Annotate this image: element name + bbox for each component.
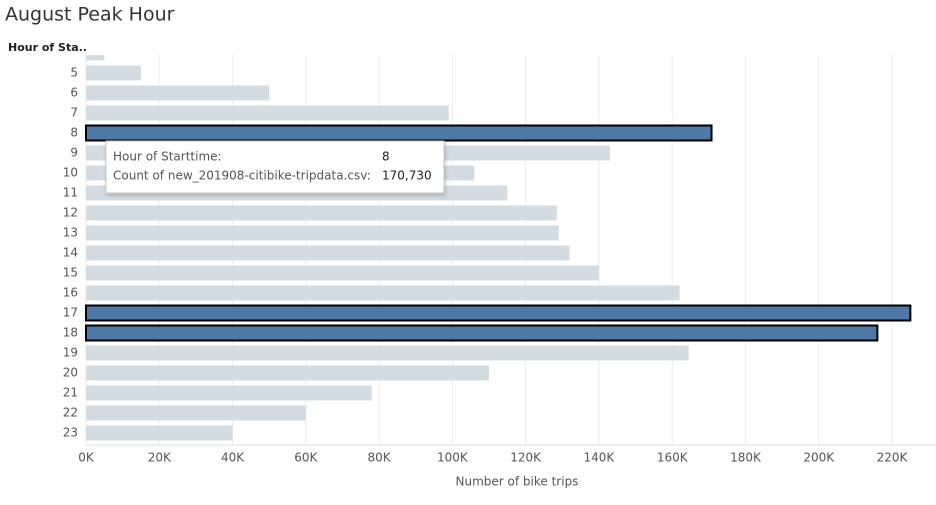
x-tick-label: 60K xyxy=(294,451,318,465)
bar xyxy=(86,265,599,281)
bar xyxy=(86,85,270,101)
bar xyxy=(85,124,713,142)
bar xyxy=(86,245,570,261)
y-tick-label: 20 xyxy=(63,366,78,380)
bar xyxy=(86,365,490,381)
bar xyxy=(85,304,912,322)
y-tick-label: 17 xyxy=(63,306,78,320)
bars xyxy=(85,55,912,441)
y-tick-label: 12 xyxy=(63,206,78,220)
bar xyxy=(86,385,372,401)
y-tick-label: 10 xyxy=(63,166,78,180)
y-header: Hour of Sta.. xyxy=(8,41,87,54)
x-tick-label: 100K xyxy=(437,451,469,465)
tooltip-box xyxy=(105,140,445,194)
tooltip-value: 170,730 xyxy=(382,169,432,183)
tooltip-label: Hour of Starttime: xyxy=(113,150,222,164)
y-tick-label: 18 xyxy=(63,326,78,340)
x-tick-label: 140K xyxy=(584,451,616,465)
x-tick-label: 160K xyxy=(657,451,689,465)
x-tick-label: 120K xyxy=(510,451,542,465)
x-tick-label: 20K xyxy=(148,451,172,465)
bar xyxy=(86,405,306,421)
x-axis-label: Number of bike trips xyxy=(456,475,579,489)
y-tick-label: 15 xyxy=(63,266,78,280)
y-tick-label: 11 xyxy=(63,186,78,200)
bar xyxy=(86,65,141,81)
y-tick-label: 5 xyxy=(70,66,78,80)
y-tick-label: 23 xyxy=(63,426,78,440)
bar xyxy=(86,345,689,361)
y-tick-label: 13 xyxy=(63,226,78,240)
x-tick-label: 180K xyxy=(730,451,762,465)
bar xyxy=(86,425,233,441)
y-tick-label: 21 xyxy=(63,386,78,400)
y-tick-label: 8 xyxy=(70,126,78,140)
y-tick-label: 7 xyxy=(70,106,78,120)
y-tick-label: 6 xyxy=(70,86,78,100)
x-tick-label: 0K xyxy=(78,451,95,465)
x-tick-label: 80K xyxy=(368,451,392,465)
bar xyxy=(85,324,879,342)
bar xyxy=(86,55,105,61)
x-tick-label: 220K xyxy=(877,451,909,465)
bar xyxy=(86,105,449,121)
tooltip-value: 8 xyxy=(382,150,390,164)
x-tick-label: 40K xyxy=(221,451,245,465)
bar xyxy=(86,285,680,301)
bar xyxy=(86,225,559,241)
y-tick-label: 14 xyxy=(63,246,78,260)
y-tick-label: 19 xyxy=(63,346,78,360)
x-tick-label: 200K xyxy=(803,451,835,465)
bar xyxy=(86,205,557,221)
y-tick-label: 22 xyxy=(63,406,78,420)
chart-title: August Peak Hour xyxy=(5,4,175,26)
tooltip: Hour of Starttime: 8 Count of new_201908-c… xyxy=(105,140,445,194)
tooltip-label: Count of new_201908-citibike-tripdata.cs… xyxy=(113,169,371,183)
y-tick-label: 16 xyxy=(63,286,78,300)
y-tick-label: 9 xyxy=(70,146,78,160)
